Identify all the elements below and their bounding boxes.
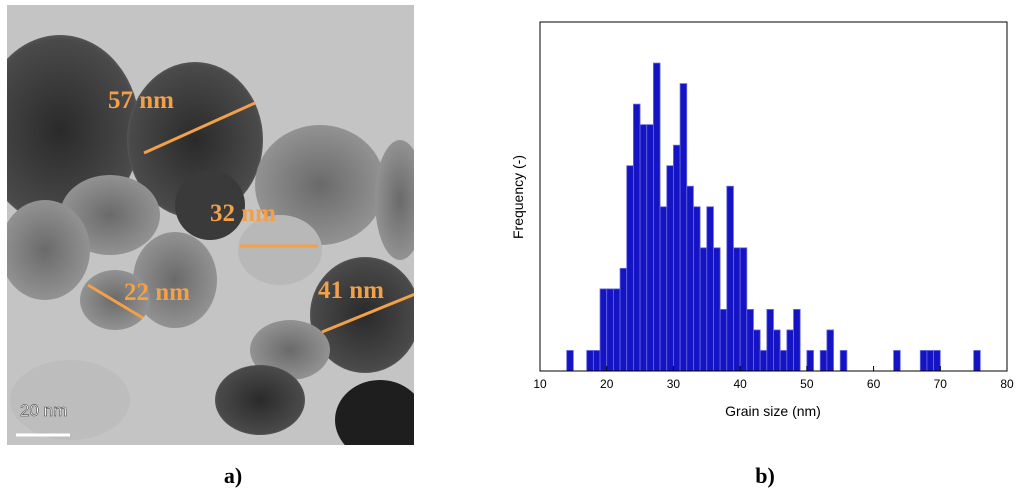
x-tick-label: 70 [934,377,948,391]
bar [733,248,740,371]
bar [787,330,794,371]
x-tick-label: 50 [800,377,814,391]
bar [687,186,694,371]
x-tick-label: 30 [667,377,681,391]
annotation: 22 nm [124,279,190,306]
bar [927,350,934,371]
bar [613,289,620,371]
bar [760,350,767,371]
bar [607,289,614,371]
x-axis-title: Grain size (nm) [725,403,821,419]
bar [587,350,594,371]
annotation: 32 nm [210,200,276,227]
bar [700,248,707,371]
caption: b) [755,463,775,488]
bar [640,125,647,371]
tem-image [0,5,425,460]
bar [713,248,720,371]
bar [620,268,627,371]
bar [707,207,714,371]
bar [934,350,941,371]
figure: 57 nm 32 nm 22 nm 41 nm 20 nm a) b) Grai… [0,0,1017,493]
bar [827,330,834,371]
bar [633,104,640,371]
bar [820,350,827,371]
x-tick-label: 80 [1000,377,1014,391]
x-tick-label: 40 [733,377,747,391]
y-axis-title: Frequency (-) [510,155,526,239]
annotation: 57 nm [108,87,174,114]
x-tick-label: 10 [533,377,547,391]
bar [807,350,814,371]
bar [894,350,901,371]
bar [627,166,634,371]
bar [920,350,927,371]
bar [753,330,760,371]
bar [720,309,727,371]
bar [600,289,607,371]
bar [774,330,781,371]
bar [840,350,847,371]
x-tick-label: 60 [867,377,881,391]
bar [593,350,600,371]
bar [974,350,981,371]
bar [747,309,754,371]
bar [680,84,687,371]
scale-bar-label: 20 nm [20,401,67,420]
bar [660,207,667,371]
bar [673,145,680,371]
bar [647,125,654,371]
bar [667,166,674,371]
annotation: 41 nm [318,277,384,304]
bar [740,248,747,371]
bar [727,186,734,371]
bar [567,350,574,371]
bar [794,309,801,371]
x-tick-label: 20 [600,377,614,391]
bar [693,207,700,371]
caption: a) [224,463,242,488]
bar [653,63,660,371]
bar [780,350,787,371]
bar [767,309,774,371]
